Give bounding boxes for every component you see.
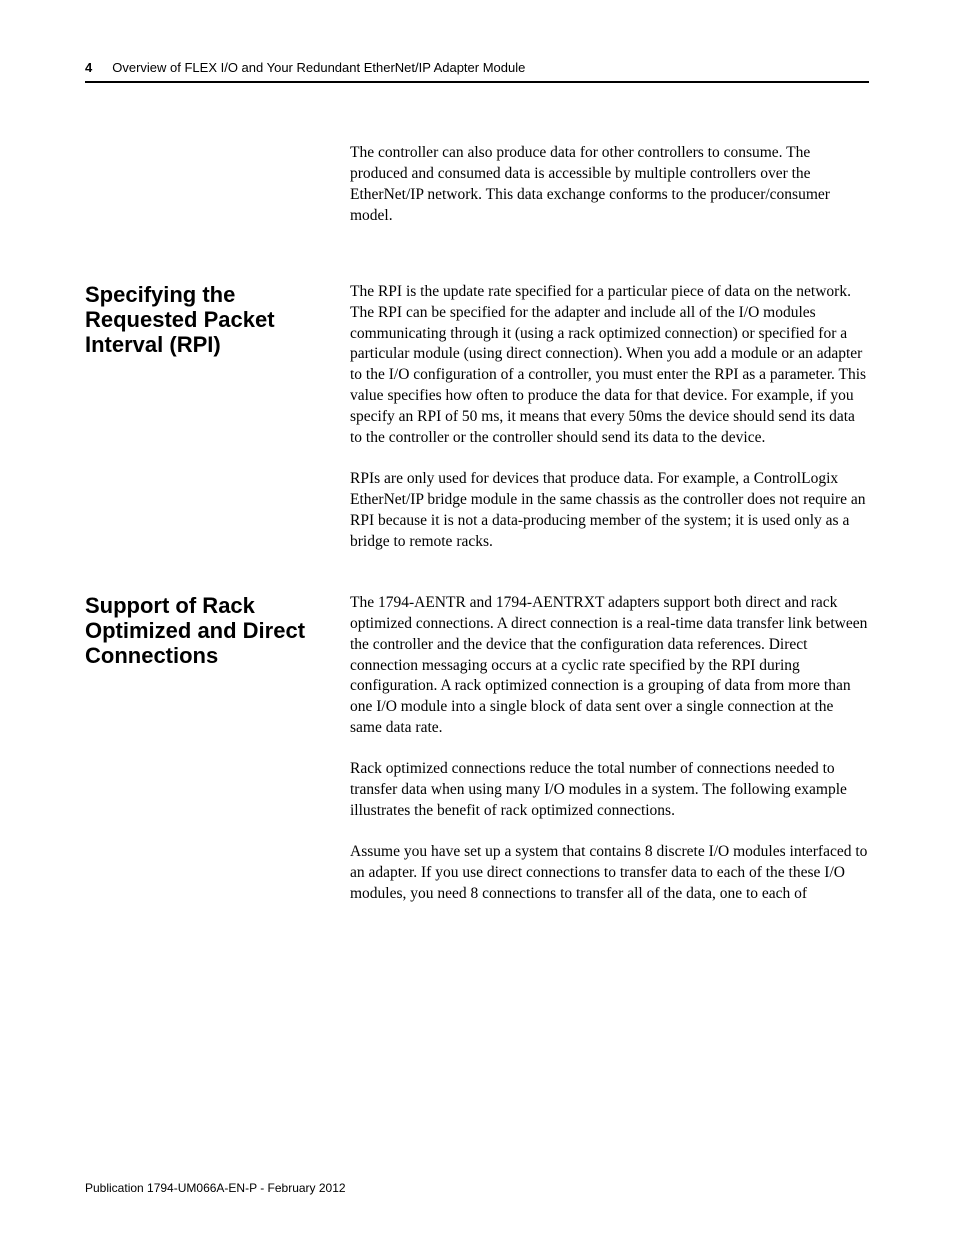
document-page: 4 Overview of FLEX I/O and Your Redundan… [0,0,954,1235]
section-heading-rpi: Specifying the Requested Packet Interval… [85,282,325,358]
header-title: Overview of FLEX I/O and Your Redundant … [112,60,525,75]
body-paragraph: Rack optimized connections reduce the to… [350,759,869,822]
body-paragraph: The RPI is the update rate specified for… [350,282,869,449]
section-body-rpi: The RPI is the update rate specified for… [350,282,869,553]
body-paragraph: The 1794-AENTR and 1794-AENTRXT adapters… [350,593,869,739]
content-area: The controller can also produce data for… [85,143,869,945]
page-number: 4 [85,60,92,75]
page-header: 4 Overview of FLEX I/O and Your Redundan… [85,60,869,83]
page-footer: Publication 1794-UM066A-EN-P - February … [85,1181,346,1195]
section-rpi: Specifying the Requested Packet Interval… [85,282,869,553]
section-heading-rack-optimized: Support of Rack Optimized and Direct Con… [85,593,325,669]
intro-paragraph: The controller can also produce data for… [350,143,869,227]
body-paragraph: Assume you have set up a system that con… [350,842,869,905]
section-body-rack-optimized: The 1794-AENTR and 1794-AENTRXT adapters… [350,593,869,905]
section-rack-optimized: Support of Rack Optimized and Direct Con… [85,593,869,905]
body-paragraph: RPIs are only used for devices that prod… [350,469,869,553]
